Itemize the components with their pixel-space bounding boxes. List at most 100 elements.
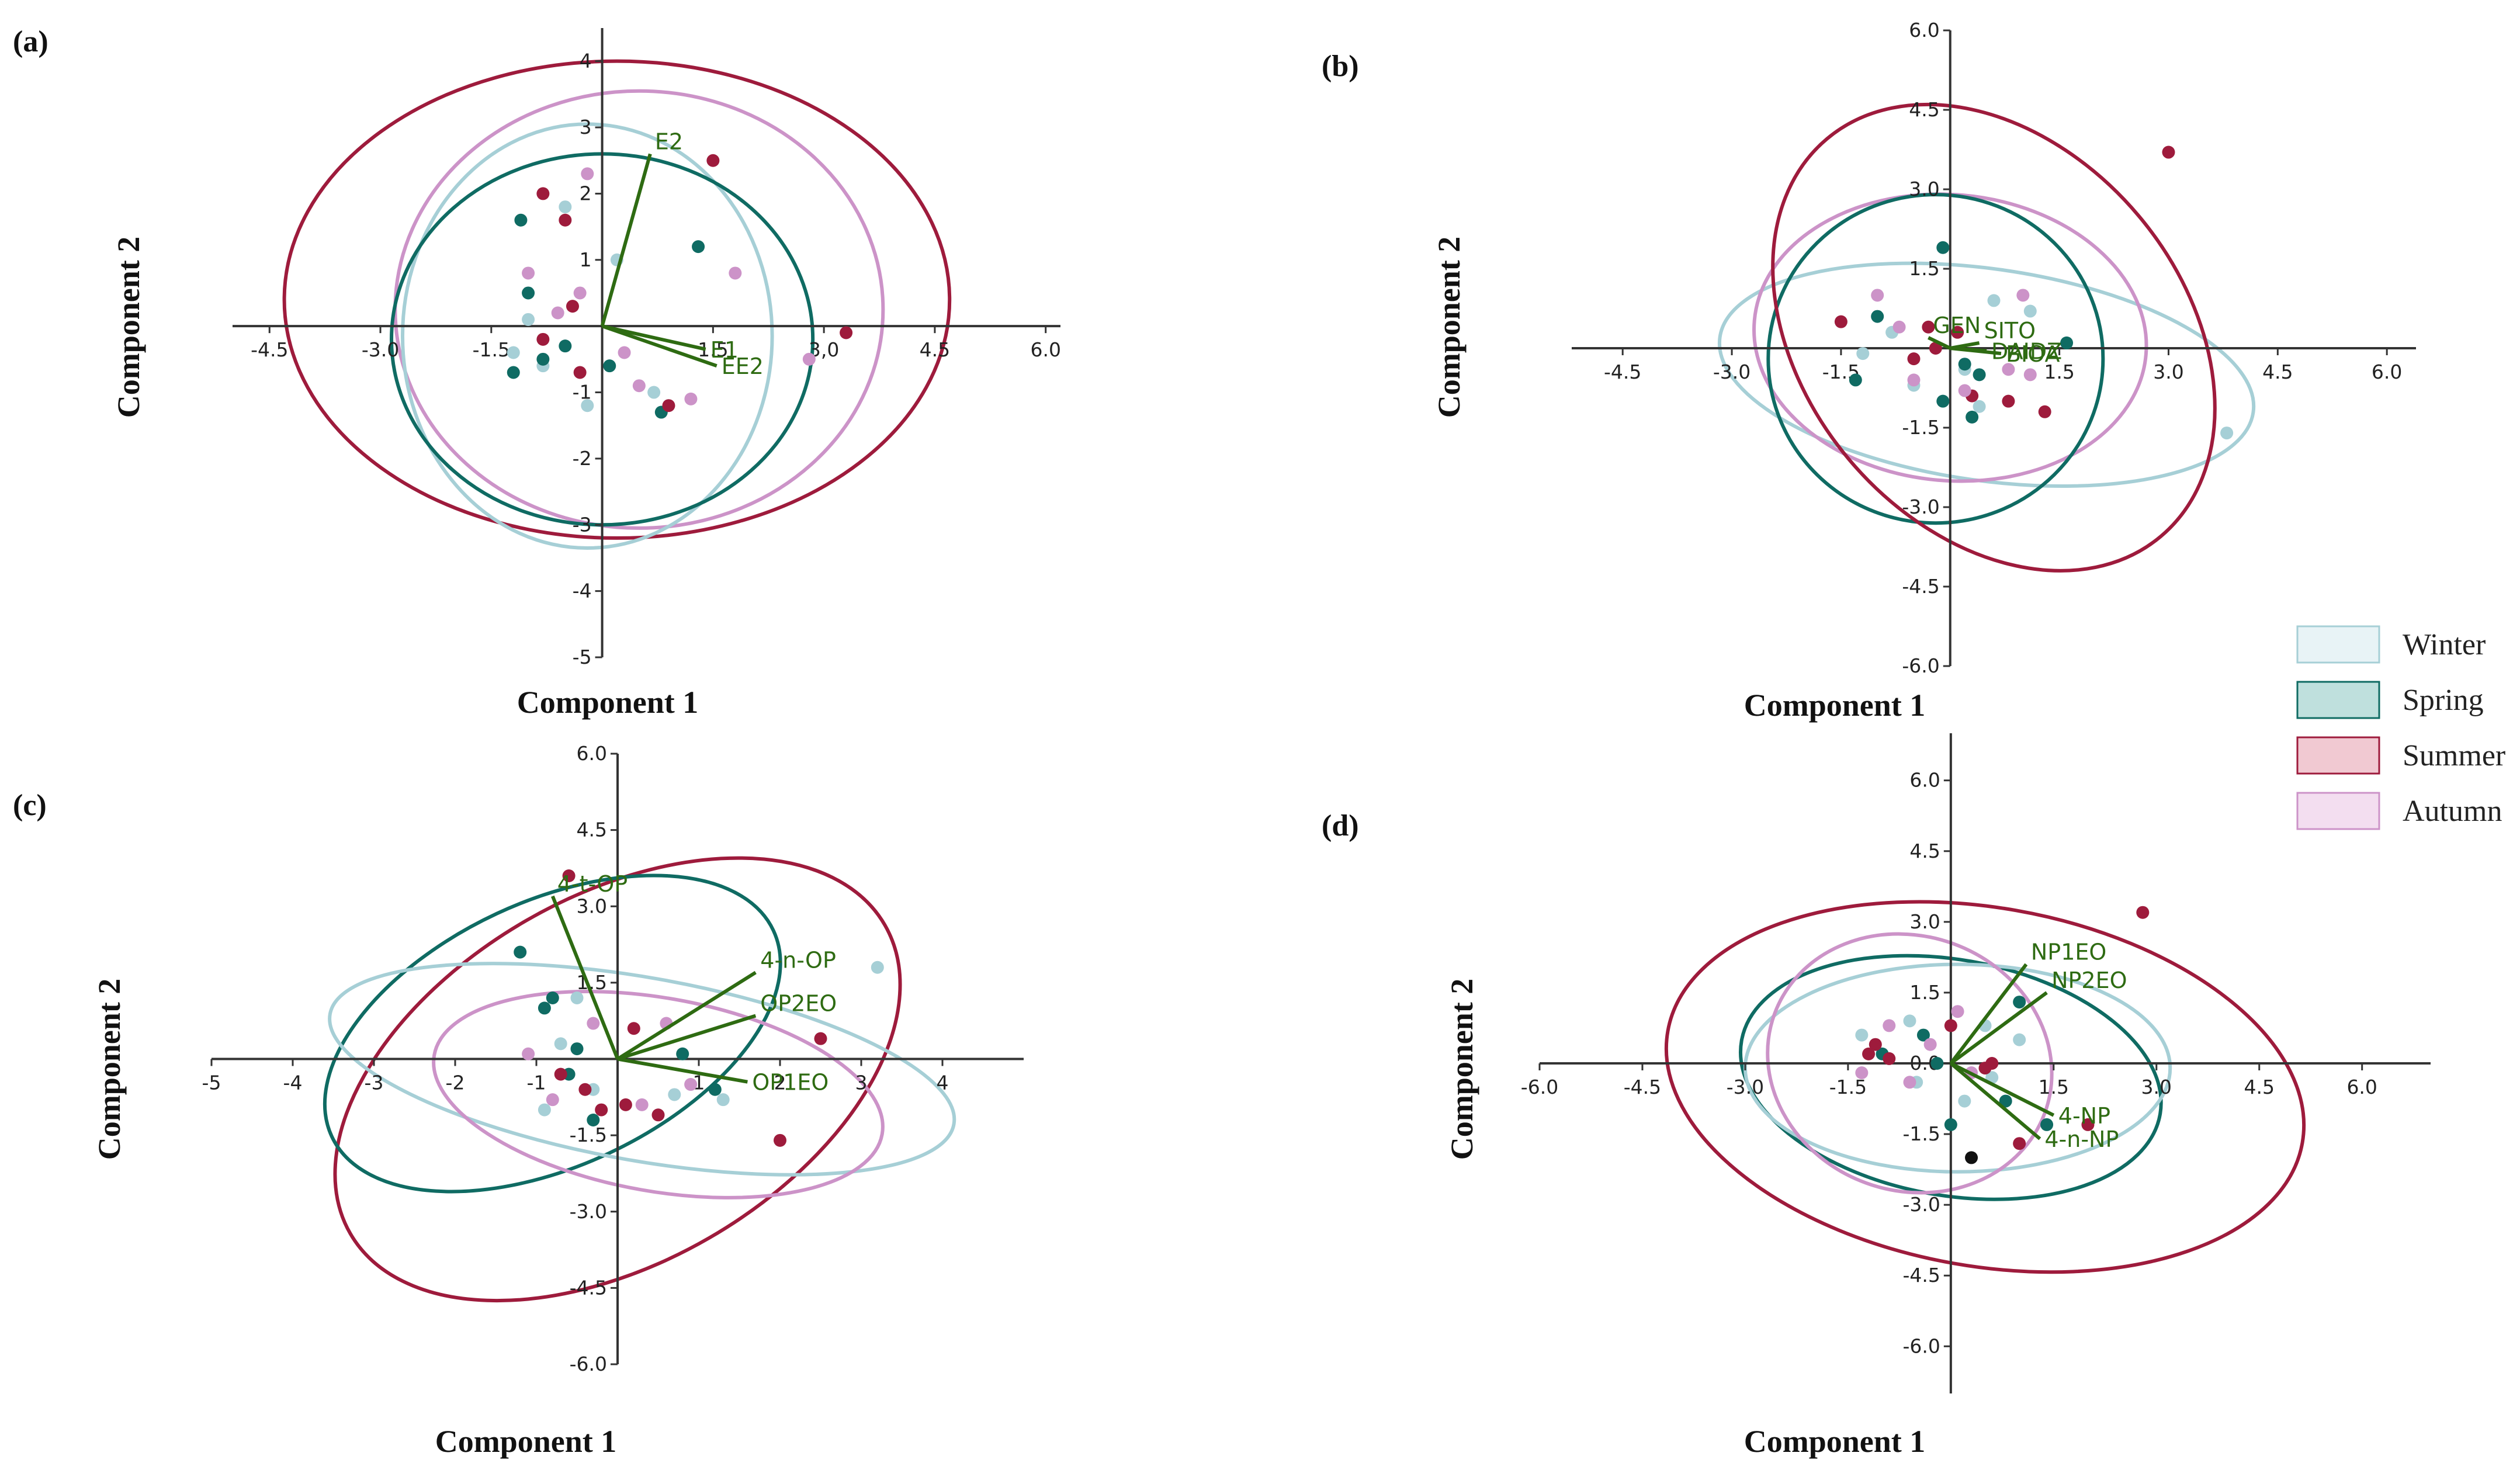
- legend-swatch-winter: [2296, 625, 2380, 664]
- x-tick-label: -1: [527, 1072, 546, 1094]
- point-winter: [570, 991, 584, 1004]
- point-spring: [538, 1001, 551, 1015]
- vector-label: 4-n-NP: [2044, 1126, 2119, 1152]
- panel-d: -6.0 -4.5 -3.0 -1.5 1.5 3.0 4.5 6.0 -6.0 -4.5 -3.0…: [1322, 733, 2431, 1459]
- x-tick-label: 4.5: [2262, 360, 2293, 383]
- point-winter: [538, 1103, 551, 1117]
- point-spring: [546, 991, 559, 1004]
- x-tick-label: 3.0: [2141, 1076, 2172, 1098]
- point-spring: [603, 359, 616, 373]
- vector-label: EE2: [722, 353, 764, 379]
- point-spring: [1973, 368, 1986, 382]
- y-tick-label: -4.5: [1902, 1264, 1940, 1287]
- y-tick-label: -4: [573, 580, 592, 602]
- ellipse-winter: [328, 962, 956, 1177]
- point-spring: [514, 213, 528, 227]
- y-tick-label: -6.0: [1902, 654, 1939, 677]
- point-summer: [814, 1032, 827, 1045]
- point-spring: [1871, 310, 1884, 323]
- y-tick-label: -1.5: [570, 1124, 607, 1146]
- x-tick-label: 1.5: [2044, 360, 2074, 383]
- panel-b-tag: (b): [1322, 50, 1359, 83]
- point-summer: [562, 869, 576, 882]
- point-summer: [536, 187, 550, 200]
- point-summer: [1951, 325, 1964, 339]
- x-tick-label: -4.5: [1604, 360, 1641, 383]
- x-tick-label: 6.0: [2346, 1076, 2377, 1098]
- loading-vector: [617, 1014, 757, 1061]
- point-winter: [716, 1093, 730, 1107]
- point-winter: [2013, 1033, 2026, 1046]
- x-tick-label: -3.0: [1727, 1076, 1764, 1098]
- legend-swatch-spring: [2296, 681, 2380, 719]
- x-tick-label: -4.5: [1624, 1076, 1661, 1098]
- legend-label-spring: Spring: [2403, 684, 2484, 717]
- point-summer: [1869, 1038, 1882, 1051]
- vector-label: DAIDZ: [1991, 339, 2062, 365]
- point-autumn: [684, 392, 698, 405]
- y-tick-label: 6.0: [1909, 19, 1939, 41]
- point-summer: [2081, 1118, 2095, 1131]
- panel-a: -4.5 -3.0 -1.5 1.5 3,0 4.5 6.0-5-4-3-2-11234E2…: [13, 25, 1061, 720]
- y-tick-label: 4.5: [1909, 98, 1939, 121]
- point-spring: [1958, 358, 1971, 371]
- point-summer: [774, 1133, 786, 1147]
- point-autumn: [522, 266, 535, 280]
- point-spring: [692, 240, 705, 254]
- x-tick-label: 1.5: [2039, 1076, 2069, 1098]
- point-spring: [2060, 336, 2074, 349]
- y-tick-label: -1.5: [1902, 1122, 1940, 1145]
- legend-label-summer: Summer: [2403, 739, 2505, 772]
- point-summer: [619, 1098, 632, 1111]
- point-summer: [2002, 394, 2015, 408]
- point-winter: [668, 1088, 681, 1101]
- point-autumn: [551, 306, 564, 320]
- point-summer: [566, 300, 579, 313]
- ellipse-spring: [323, 873, 782, 1194]
- loading-vector: [1928, 336, 1951, 350]
- vector-label: OP1EO: [752, 1070, 829, 1095]
- point-autumn: [618, 346, 631, 359]
- y-tick-label: 6.0: [577, 742, 607, 765]
- y-tick-label: -6.0: [1902, 1334, 1940, 1357]
- panel-d-tag: (d): [1322, 809, 1359, 843]
- ellipse-winter: [400, 122, 774, 550]
- point-autumn: [729, 266, 742, 280]
- y-tick-label: 1: [580, 248, 592, 271]
- ellipse-summer: [1771, 102, 2217, 573]
- point-autumn: [802, 352, 816, 366]
- y-tick-label: -4.5: [570, 1276, 607, 1299]
- ellipse-summer: [1664, 900, 2306, 1274]
- x-tick-label: -2: [446, 1072, 465, 1094]
- loading-vector: [1950, 346, 2002, 356]
- loading-vector: [1950, 991, 2048, 1065]
- point-autumn: [1883, 1019, 1896, 1032]
- x-tick-label: -3: [365, 1072, 384, 1094]
- point-spring: [1916, 1028, 1930, 1042]
- y-tick-label: -3.0: [1902, 495, 1939, 518]
- y-tick-label: -1.5: [1902, 416, 1939, 439]
- loading-vector: [1950, 1062, 2055, 1117]
- point-summer: [1862, 1047, 1876, 1060]
- point-spring: [1936, 241, 1950, 254]
- panel-a-tag: (a): [13, 25, 48, 58]
- point-winter: [507, 346, 520, 359]
- point-spring: [1966, 410, 1979, 424]
- y-tick-label: 4.5: [577, 819, 607, 841]
- ellipse-summer: [282, 59, 952, 540]
- y-tick-label: -5: [573, 646, 592, 668]
- loading-vector: [551, 895, 619, 1060]
- y-tick-label: 3.0: [1909, 910, 1940, 933]
- point-autumn: [581, 167, 594, 181]
- point-summer: [651, 1108, 665, 1122]
- vector-label: 4-NP: [2058, 1103, 2110, 1129]
- ellipse-summer: [333, 856, 902, 1303]
- point-summer: [1922, 320, 1935, 334]
- point-winter: [1987, 294, 2001, 307]
- vector-label: E1: [710, 337, 739, 363]
- x-tick-label: -4: [283, 1072, 303, 1094]
- point-spring: [2013, 996, 2026, 1009]
- point-winter: [1958, 1094, 1971, 1108]
- point-spring: [507, 366, 520, 379]
